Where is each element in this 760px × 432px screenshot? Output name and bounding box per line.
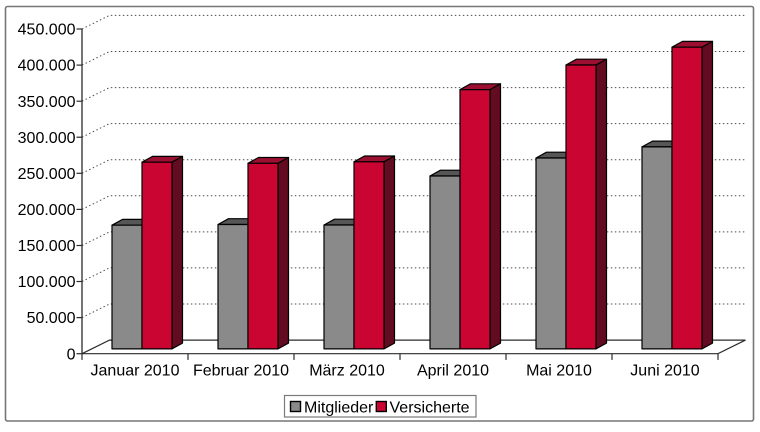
svg-text:100.000: 100.000 <box>18 274 76 291</box>
svg-text:Mitglieder: Mitglieder <box>304 399 374 416</box>
svg-text:250.000: 250.000 <box>18 166 76 183</box>
svg-text:150.000: 150.000 <box>18 238 76 255</box>
svg-text:50.000: 50.000 <box>27 310 76 327</box>
svg-text:300.000: 300.000 <box>18 130 76 147</box>
svg-text:Mai 2010: Mai 2010 <box>526 363 592 380</box>
svg-text:450.000: 450.000 <box>18 22 76 39</box>
svg-text:200.000: 200.000 <box>18 202 76 219</box>
svg-text:Januar 2010: Januar 2010 <box>91 363 180 380</box>
svg-text:März 2010: März 2010 <box>309 363 385 380</box>
svg-text:Versicherte: Versicherte <box>390 399 470 416</box>
svg-text:0: 0 <box>67 346 76 363</box>
svg-text:April 2010: April 2010 <box>417 363 489 380</box>
svg-text:350.000: 350.000 <box>18 94 76 111</box>
svg-text:Februar 2010: Februar 2010 <box>193 363 289 380</box>
svg-text:Juni 2010: Juni 2010 <box>630 363 699 380</box>
svg-text:400.000: 400.000 <box>18 58 76 75</box>
